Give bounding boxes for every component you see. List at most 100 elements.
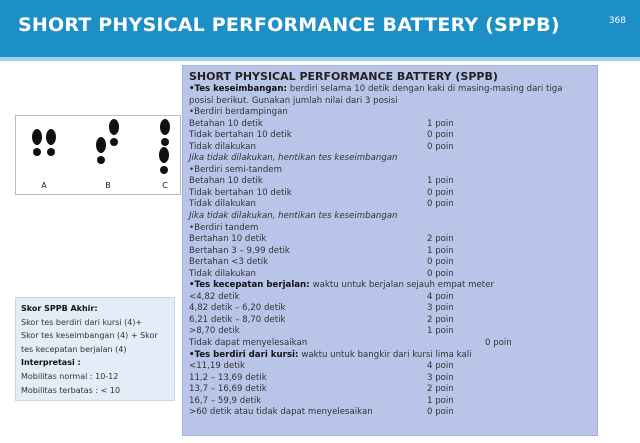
row-text: >60 detik atau tidak dapat menyelesaikan: [189, 407, 373, 418]
summary-line: Skor tes keseimbangan (4) + Skor: [21, 331, 158, 341]
section-lead: •Tes keseimbangan:: [189, 84, 287, 94]
criteria-row: >60 detik atau tidak dapat menyelesaikan…: [189, 407, 591, 419]
row-text: waktu untuk berjalan sejauh empat meter: [312, 280, 494, 291]
criteria-row: Tidak dilakukan 0 poin: [189, 142, 591, 154]
row-text: 11,2 – 13,69 detik: [189, 372, 267, 383]
criteria-row: Tidak bertahan 10 detik 0 poin: [189, 188, 591, 200]
row-score: 1 poin: [427, 395, 454, 406]
criteria-row: •Tes kecepatan berjalan: waktu untuk berj…: [189, 280, 591, 292]
row-text: >8,70 detik: [189, 326, 240, 337]
row-text: Bertahan 3 – 9,99 detik: [189, 245, 290, 256]
criteria-row: Tidak dilakukan 0 poin: [189, 269, 591, 281]
row-text: Tidak dilakukan: [189, 268, 256, 279]
row-text: waktu untuk bangkir dari kursi lima kali: [301, 349, 472, 360]
criteria-row: Betahan 10 detik 1 poin: [189, 119, 591, 131]
section-lead: •Tes kecepatan berjalan:: [189, 280, 310, 291]
figure-frame: [15, 115, 181, 195]
criteria-row: Jika tidak dilakukan, hentikan tes kesei…: [189, 153, 591, 165]
footprint-label: C: [162, 181, 168, 190]
criteria-row: posisi berikut. Gunakan jumlah nilai dar…: [189, 96, 591, 108]
row-text: <4,82 detik: [189, 291, 240, 302]
row-text: berdiri selama 10 detik dengan kaki di m…: [289, 84, 563, 94]
row-score: 0 poin: [427, 199, 454, 210]
row-text: Jika tidak dilakukan, hentikan tes kesei…: [189, 153, 398, 164]
row-score: 0 poin: [427, 130, 454, 141]
criteria-row: •Berdiri tandem: [189, 223, 591, 235]
criteria-row: Tidak dilakukan 0 poin: [189, 199, 591, 211]
row-score: 2 poin: [427, 234, 454, 245]
row-text: 16,7 – 59,9 detik: [189, 395, 262, 406]
criteria-row: •Tes berdiri dari kursi: waktu untuk bang…: [189, 350, 591, 362]
criteria-row: Betahan 10 detik 1 poin: [189, 176, 591, 188]
row-text: posisi berikut. Gunakan jumlah nilai dar…: [189, 95, 398, 106]
row-score: 2 poin: [427, 384, 454, 395]
row-text: Tidak bertahan 10 detik: [189, 187, 292, 198]
criteria-row: •Berdiri semi-tandem: [189, 165, 591, 177]
row-score: 1 poin: [427, 118, 454, 129]
row-text: •Berdiri semi-tandem: [189, 164, 282, 175]
summary-box: Skor SPPB Akhir: Skor tes berdiri dari ku…: [15, 297, 175, 401]
criteria-row: Tidak dapat menyelesaikan 0 poin: [189, 338, 591, 350]
box-title: SHORT PHYSICAL PERFORMANCE BATTERY (SPPB…: [189, 70, 498, 83]
criteria-row: Tidak bertahan 10 detik 0 poin: [189, 130, 591, 142]
row-score: 0 poin: [427, 257, 454, 268]
summary-line: Skor tes berdiri dari kursi (4)+: [21, 317, 143, 327]
summary-line: Skor SPPB Akhir:: [21, 304, 98, 313]
summary-line: Interpretasi :: [21, 358, 81, 368]
criteria-row: Bertahan 3 – 9,99 detik 1 poin: [189, 246, 591, 258]
footprint-label: B: [105, 181, 111, 190]
criteria-row: 16,7 – 59,9 detik 1 poin: [189, 396, 591, 408]
criteria-row: •Berdiri berdampingan: [189, 107, 591, 119]
row-text: 13,7 – 16,69 detik: [189, 384, 267, 395]
row-score: 1 poin: [427, 326, 454, 337]
criteria-row: •Tes keseimbangan: berdiri selama 10 deti…: [189, 84, 591, 96]
row-score: 3 poin: [427, 303, 454, 314]
row-score: 1 poin: [427, 176, 454, 187]
row-text: Tidak bertahan 10 detik: [189, 130, 292, 141]
row-score: 3 poin: [427, 372, 454, 383]
criteria-row: <11,19 detik 4 poin: [189, 361, 591, 373]
row-score: 0 poin: [485, 338, 512, 349]
summary-line: Mobilitas terbatas : < 10: [21, 385, 121, 395]
criteria-row: 11,2 – 13,69 detik 3 poin: [189, 373, 591, 385]
row-text: 6,21 detik – 8,70 detik: [189, 314, 286, 325]
section-lead: •Tes berdiri dari kursi:: [189, 349, 299, 360]
row-text: Bertahan <3 detik: [189, 257, 269, 268]
footprints: [32, 119, 170, 174]
criteria-row: 13,7 – 16,69 detik 2 poin: [189, 384, 591, 396]
row-score: 1 poin: [427, 245, 454, 256]
row-score: 2 poin: [427, 314, 454, 325]
row-score: 0 poin: [427, 141, 454, 152]
row-text: <11,19 detik: [189, 361, 246, 372]
row-text: Betahan 10 detik: [189, 118, 263, 129]
criteria-row: 4,82 detik – 6,20 detik 3 poin: [189, 303, 591, 315]
row-score: 0 poin: [427, 187, 454, 198]
criteria-row: 6,21 detik – 8,70 detik 2 poin: [189, 315, 591, 327]
row-score: 4 poin: [427, 361, 454, 372]
summary-line: tes kecepatan berjalan (4): [21, 344, 127, 354]
footprint-label: A: [41, 181, 47, 190]
criteria-row: >8,70 detik 1 poin: [189, 326, 591, 338]
main-box: SHORT PHYSICAL PERFORMANCE BATTERY (SPPB…: [182, 65, 598, 436]
criteria-row: Bertahan <3 detik 0 poin: [189, 257, 591, 269]
row-score: 0 poin: [427, 407, 454, 418]
row-text: Betahan 10 detik: [189, 176, 263, 187]
criteria-row: Bertahan 10 detik 2 poin: [189, 234, 591, 246]
row-text: 4,82 detik – 6,20 detik: [189, 303, 286, 314]
row-text: •Berdiri tandem: [189, 222, 259, 233]
footprint-figure: A B C: [15, 115, 181, 195]
row-text: Bertahan 10 detik: [189, 234, 267, 245]
slide-title: SHORT PHYSICAL PERFORMANCE BATTERY (SPPB…: [18, 14, 560, 36]
row-text: Tidak dapat menyelesaikan: [189, 338, 308, 349]
row-score: 0 poin: [427, 268, 454, 279]
row-score: 4 poin: [427, 291, 454, 302]
page-number: 368: [608, 16, 626, 26]
row-text: Tidak dilakukan: [189, 199, 256, 210]
header-bar: SHORT PHYSICAL PERFORMANCE BATTERY (SPPB…: [0, 0, 640, 61]
row-text: Tidak dilakukan: [189, 141, 256, 152]
criteria-row: Jika tidak dilakukan, hentikan tes kesei…: [189, 211, 591, 223]
row-text: •Berdiri berdampingan: [189, 107, 288, 118]
row-text: Jika tidak dilakukan, hentikan tes kesei…: [189, 211, 398, 222]
criteria-row: <4,82 detik 4 poin: [189, 292, 591, 304]
